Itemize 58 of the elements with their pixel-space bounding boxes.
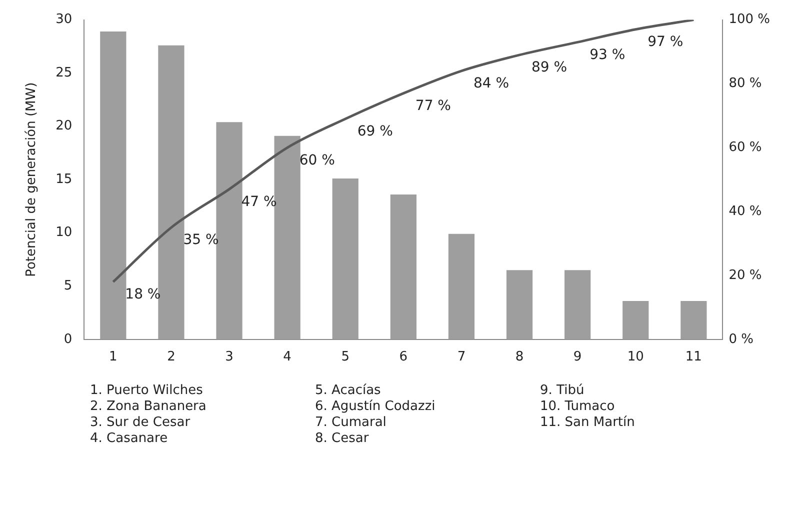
bar [564, 270, 591, 340]
bar [390, 194, 416, 340]
text: 5. Acacías [315, 383, 382, 399]
data-label: 97 % [648, 34, 684, 50]
y-tick-label: 30 [56, 12, 72, 28]
y2-tick-label: 100 % [728, 12, 770, 28]
data-label: 47 % [241, 194, 277, 210]
data-label: 77 % [415, 98, 451, 114]
y-tick-label: 25 [56, 65, 72, 80]
x-tick-label: 4 [283, 350, 292, 365]
y2-tick-label: 60 % [728, 140, 762, 156]
x-tick-label: 5 [341, 350, 350, 365]
y2-tick-label: 20 % [728, 268, 762, 283]
x-tick-label: 8 [515, 350, 524, 365]
text: 1. Puerto Wilches [90, 383, 204, 399]
text: 4. Casanare [90, 431, 169, 447]
bar [158, 45, 184, 340]
data-label: 84 % [473, 76, 510, 92]
x-tick-label: 7 [457, 350, 466, 365]
y-tick-label: 0 [64, 332, 72, 347]
bar [448, 234, 475, 340]
y-tick-label: 20 [56, 118, 72, 134]
bar [216, 122, 242, 340]
text: 11. San Martín [540, 415, 636, 431]
y-axis-title: Potencial de generación (MW) [24, 82, 40, 277]
x-tick-label: 1 [109, 350, 118, 365]
text: 7. Cumaral [315, 415, 388, 431]
text: 3. Sur de Cesar [90, 415, 192, 431]
y2-tick-label: 80 % [728, 76, 762, 92]
x-tick-label: 10 [627, 350, 644, 365]
y2-tick-label: 40 % [728, 204, 762, 219]
x-tick-label: 2 [167, 350, 176, 365]
bar [100, 32, 126, 340]
bar [680, 301, 707, 340]
y-tick-label: 15 [56, 172, 72, 187]
bar [506, 270, 533, 340]
text: 2. Zona Bananera [90, 399, 208, 415]
data-label: 89 % [532, 60, 568, 76]
bar [622, 301, 649, 340]
data-label: 93 % [590, 46, 626, 63]
text: 9. Tibú [540, 383, 586, 399]
data-label: 35 % [183, 232, 219, 248]
data-label: 18 % [125, 286, 161, 303]
line-series [112, 20, 695, 284]
bar [332, 178, 358, 340]
x-tick-label: 3 [225, 350, 234, 365]
x-tick-label: 6 [399, 350, 408, 365]
text: 6. Agustín Codazzi [315, 399, 436, 415]
y-tick-label: 10 [56, 225, 72, 240]
text: 8. Cesar [315, 431, 370, 447]
data-label: 60 % [299, 152, 335, 168]
text: 10. Tumaco [540, 399, 616, 415]
bar [274, 136, 300, 340]
data-label: 69 % [357, 124, 393, 140]
x-tick-label: 9 [573, 350, 582, 365]
y-tick-label: 5 [64, 278, 72, 294]
y2-tick-label: 0 % [728, 332, 754, 347]
x-tick-label: 11 [685, 350, 702, 365]
